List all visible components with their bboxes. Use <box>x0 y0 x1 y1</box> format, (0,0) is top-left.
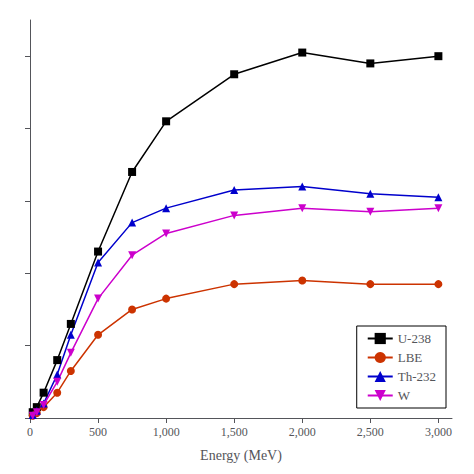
svg-text:0: 0 <box>27 425 33 439</box>
svg-text:2,000: 2,000 <box>289 425 316 439</box>
svg-text:2,500: 2,500 <box>357 425 384 439</box>
svg-text:U-238: U-238 <box>398 331 431 346</box>
svg-text:Energy (MeV): Energy (MeV) <box>200 448 282 464</box>
svg-text:1,500: 1,500 <box>221 425 248 439</box>
svg-text:3,000: 3,000 <box>425 425 452 439</box>
svg-text:1,000: 1,000 <box>153 425 180 439</box>
svg-text:500: 500 <box>89 425 107 439</box>
svg-text:Th-232: Th-232 <box>398 369 436 384</box>
svg-text:W: W <box>398 388 411 403</box>
svg-text:LBE: LBE <box>398 350 423 365</box>
